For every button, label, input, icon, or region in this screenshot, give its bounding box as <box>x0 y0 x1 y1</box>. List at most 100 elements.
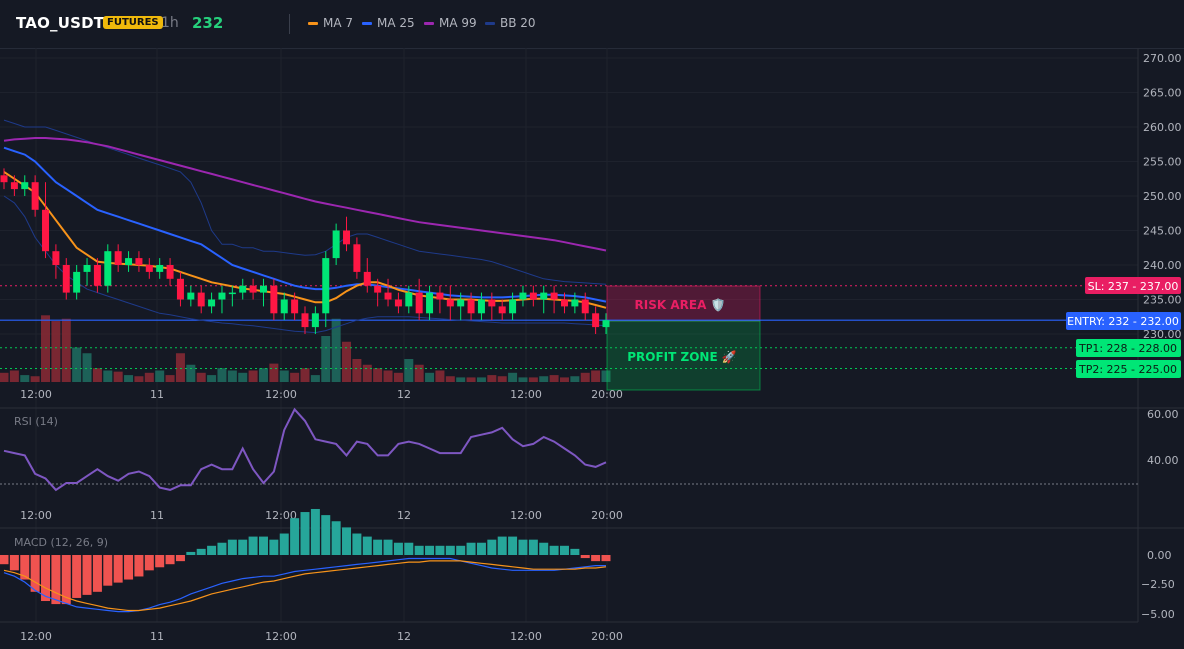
macd-hist-bar <box>92 555 102 592</box>
macd-hist-bar <box>207 545 217 555</box>
candle-body <box>488 299 496 307</box>
ma99-line <box>3 137 607 252</box>
volume-bar <box>9 370 19 382</box>
volume-bar <box>445 376 455 382</box>
candle-body <box>42 209 50 252</box>
macd-histogram <box>0 508 611 605</box>
volume-bar <box>196 372 206 382</box>
volume-bar <box>144 372 154 382</box>
candle-body <box>52 251 60 265</box>
legend-ma99[interactable]: MA 99 <box>424 16 477 30</box>
volume-bar <box>393 372 403 382</box>
profit-zone[interactable] <box>606 320 761 391</box>
macd-hist-bar <box>175 555 185 562</box>
candle-body <box>477 299 485 314</box>
timeframe-selector[interactable]: 1h <box>161 15 179 31</box>
rsi-title: RSI (14) <box>14 415 58 428</box>
time-tick: 12 <box>397 630 411 643</box>
candle-body <box>249 285 257 293</box>
legend-ma7[interactable]: MA 7 <box>308 16 353 30</box>
candle-body <box>218 292 226 300</box>
time-tick: 20:00 <box>591 630 623 643</box>
candle-body <box>114 251 122 265</box>
macd-hist-bar <box>445 545 455 555</box>
volume-bar <box>20 375 30 382</box>
macd-hist-bar <box>539 542 549 555</box>
futures-badge: FUTURES <box>103 16 163 29</box>
macd-signal-line <box>3 560 607 612</box>
macd-hist-bar <box>466 542 476 555</box>
candle-body <box>540 292 548 300</box>
candle-body <box>498 306 506 314</box>
candle-body <box>457 299 465 307</box>
candle-body <box>301 313 309 328</box>
rsi-line <box>3 407 607 492</box>
risk-area-zone[interactable] <box>606 285 761 322</box>
candle-body <box>571 299 579 307</box>
volume-bar <box>435 370 445 382</box>
macd-hist-bar <box>279 533 289 555</box>
volume-bar <box>41 315 51 382</box>
macd-hist-bar <box>383 539 393 555</box>
volume-bar <box>580 372 590 382</box>
volume-bar <box>362 364 372 382</box>
macd-hist-bar <box>528 539 538 555</box>
candle-body <box>602 320 610 328</box>
volume-bar <box>165 375 175 382</box>
macd-hist-bar <box>82 555 92 595</box>
legend-ma99-label: MA 99 <box>439 16 477 30</box>
time-tick: 20:00 <box>591 388 623 401</box>
volume-bar <box>248 370 258 382</box>
candle-body <box>166 265 174 279</box>
volume-bar <box>414 364 424 382</box>
volume-bar <box>175 353 185 382</box>
chart-grid <box>0 48 1138 622</box>
time-tick: 12:00 <box>20 509 52 522</box>
macd-tick-neg5: −5.00 <box>1141 608 1175 621</box>
candle-body <box>270 285 278 314</box>
candle-body <box>374 285 382 293</box>
price-tick: 245.00 <box>1143 225 1182 238</box>
time-tick: 12:00 <box>20 388 52 401</box>
price-tick: 260.00 <box>1143 121 1182 134</box>
candle-body <box>405 292 413 307</box>
volume-bar <box>72 347 82 382</box>
macd-hist-bar <box>570 548 580 555</box>
macd-hist-bar <box>248 536 258 555</box>
legend-ma25-label: MA 25 <box>377 16 415 30</box>
volume-bar <box>331 318 341 382</box>
symbol-name[interactable]: TAO_USDT <box>16 14 105 32</box>
legend-ma7-label: MA 7 <box>323 16 354 30</box>
legend-ma25[interactable]: MA 25 <box>362 16 415 30</box>
macd-hist-bar <box>51 555 61 605</box>
candle-body <box>31 182 39 210</box>
candle-body <box>581 299 589 314</box>
volume-bar <box>217 368 227 382</box>
legend-bb20[interactable]: BB 20 <box>485 16 536 30</box>
candle-body <box>280 299 288 314</box>
macd-tick-0: 0.00 <box>1147 549 1172 562</box>
time-tick: 20:00 <box>591 509 623 522</box>
ma25-swatch <box>362 21 372 25</box>
volume-bar <box>238 372 248 382</box>
rsi-tick-60: 60.00 <box>1147 408 1179 421</box>
macd-hist-bar <box>352 533 362 555</box>
volume-bar <box>103 370 113 382</box>
macd-hist-bar <box>393 542 403 555</box>
volume-bars <box>0 315 611 382</box>
bb20-swatch <box>485 21 495 25</box>
macd-hist-bar <box>165 555 175 565</box>
macd-hist-bar <box>227 539 237 555</box>
macd-line <box>3 557 606 613</box>
macd-hist-bar <box>497 536 507 555</box>
macd-title: MACD (12, 26, 9) <box>14 536 108 549</box>
candle-body <box>332 230 340 259</box>
macd-hist-bar <box>61 555 71 605</box>
candle-body <box>291 299 299 314</box>
candle-body <box>176 278 184 300</box>
tp2-label: TP2: 225 - 225.00 <box>1078 363 1177 376</box>
time-tick: 12 <box>397 509 411 522</box>
time-tick: 12:00 <box>510 630 542 643</box>
time-tick: 12 <box>397 388 411 401</box>
